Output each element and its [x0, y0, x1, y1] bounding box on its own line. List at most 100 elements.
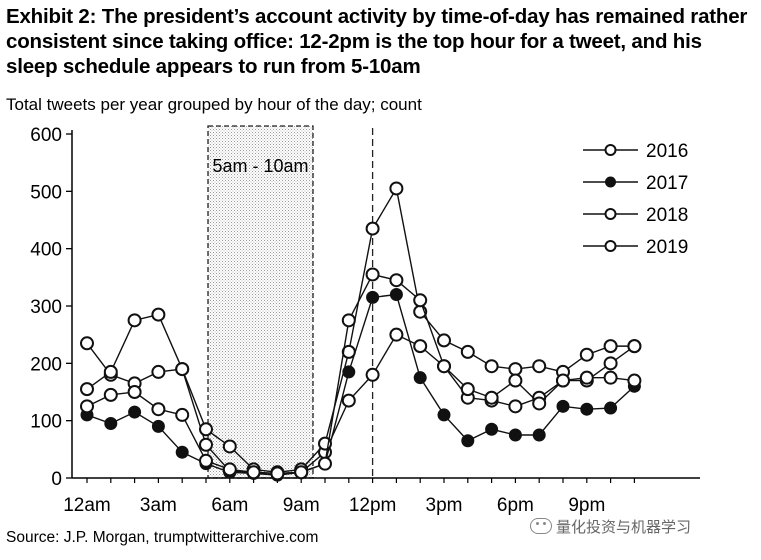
point-2018-h0 — [80, 382, 94, 397]
y-tick-label-200: 200 — [30, 354, 62, 375]
y-tick-label-300: 300 — [30, 297, 62, 318]
watermark: 量化投资与机器学习 — [530, 514, 691, 538]
point-2018-h18 — [508, 362, 523, 377]
point-2019-h1 — [103, 387, 118, 402]
point-2019-h13 — [389, 273, 404, 288]
series-line-2016 — [86, 333, 635, 475]
point-2019-h10 — [318, 456, 332, 471]
legend-marker-2017 — [605, 176, 616, 188]
x-tick-label-9pm: 9pm — [568, 495, 605, 516]
point-2017-h19 — [532, 428, 546, 442]
point-2018-h16 — [460, 344, 475, 359]
point-2018-h2 — [127, 313, 142, 328]
point-2018-h11 — [341, 344, 356, 359]
point-2017-h13 — [389, 288, 403, 302]
x-tick-label-12pm: 12pm — [349, 495, 397, 516]
point-2019-h12 — [365, 267, 380, 282]
y-tick-label-500: 500 — [30, 182, 62, 203]
chart-title: Exhibit 2: The president’s account activ… — [6, 5, 748, 78]
point-2019-h19 — [532, 396, 547, 411]
point-2017-h22 — [604, 401, 618, 415]
legend-marker-2019 — [604, 240, 617, 252]
point-2016-h11 — [341, 393, 356, 408]
point-2018-h23 — [627, 339, 642, 354]
point-2018-h5 — [199, 422, 213, 437]
point-2017-h21 — [580, 402, 594, 416]
point-2019-h11 — [341, 313, 356, 328]
x-tick-label-6pm: 6pm — [497, 495, 534, 516]
point-2019-h7 — [246, 465, 261, 480]
point-2019-h15 — [437, 359, 451, 374]
point-2018-h13 — [389, 181, 404, 196]
point-2017-h3 — [151, 419, 165, 433]
point-2016-h18 — [508, 399, 523, 414]
point-2016-h12 — [365, 367, 380, 382]
point-2018-h17 — [484, 359, 499, 374]
point-2019-h14 — [413, 293, 428, 308]
shaded-region — [207, 125, 314, 479]
legend-label-2018: 2018 — [646, 205, 688, 226]
point-2019-h9 — [294, 465, 309, 480]
legend-entry-2016: 2016 — [583, 141, 688, 162]
point-2017-h16 — [461, 434, 475, 448]
point-2016-h3 — [151, 364, 166, 379]
legend-entry-2018: 2018 — [583, 205, 688, 226]
chart-subtitle: Total tweets per year grouped by hour of… — [6, 95, 422, 114]
point-2019-h4 — [175, 407, 190, 422]
point-2017-h18 — [508, 428, 522, 442]
point-2019-h5 — [199, 453, 213, 468]
x-tick-label-12am: 12am — [63, 495, 111, 516]
y-tick-label-400: 400 — [30, 240, 62, 261]
legend-label-2019: 2019 — [646, 237, 688, 258]
x-tick-label-3am: 3am — [140, 495, 177, 516]
point-2016-h14 — [413, 339, 428, 354]
point-2018-h22 — [603, 339, 618, 354]
point-2019-h18 — [508, 373, 523, 388]
series-2016 — [80, 327, 642, 481]
legend-entry-2017: 2017 — [583, 173, 688, 194]
x-tick-label-6am: 6am — [211, 495, 248, 516]
watermark-text: 量化投资与机器学习 — [556, 517, 692, 536]
point-2019-h3 — [151, 402, 166, 417]
point-2018-h21 — [579, 347, 594, 362]
point-2017-h15 — [437, 408, 451, 422]
point-2019-h16 — [460, 382, 475, 397]
point-2018-h6 — [222, 439, 237, 454]
point-2019-h17 — [484, 390, 499, 405]
point-2018-h1 — [103, 364, 118, 379]
point-2019-h2 — [127, 385, 142, 399]
point-2016-h22 — [603, 356, 618, 371]
point-2017-h12 — [366, 290, 380, 304]
x-tick-label-9am: 9am — [283, 495, 320, 516]
point-2016-h0 — [80, 336, 94, 351]
point-2017-h14 — [413, 371, 427, 385]
point-2019-h6 — [222, 462, 237, 477]
point-2017-h17 — [485, 422, 499, 436]
legend-entry-2019: 2019 — [583, 237, 688, 258]
point-2017-h4 — [175, 445, 189, 459]
source-note: Source: J.P. Morgan, trumptwitterarchive… — [6, 529, 319, 546]
point-2016-h5 — [199, 437, 213, 452]
y-tick-label-0: 0 — [51, 469, 62, 490]
point-2019-h23 — [627, 373, 642, 388]
point-2016-h13 — [389, 327, 404, 342]
point-2018-h15 — [437, 333, 451, 348]
point-2018-h12 — [365, 221, 380, 236]
point-2017-h20 — [556, 399, 570, 413]
legend-marker-2018 — [604, 208, 617, 220]
point-2019-h20 — [556, 373, 570, 388]
point-2018-h4 — [175, 362, 190, 377]
y-tick-label-100: 100 — [30, 412, 62, 433]
x-tick-label-3pm: 3pm — [426, 495, 463, 516]
legend-label-2017: 2017 — [646, 173, 688, 194]
point-2019-h21 — [579, 370, 594, 385]
legend-marker-2016 — [604, 144, 617, 156]
point-2019-h22 — [603, 370, 618, 385]
shaded-region-label: 5am - 10am — [212, 156, 308, 176]
series-2019 — [80, 267, 642, 481]
point-2019-h8 — [270, 466, 285, 481]
wechat-icon — [530, 518, 552, 534]
series-line-2017 — [86, 293, 635, 476]
series-line-2019 — [86, 273, 635, 475]
